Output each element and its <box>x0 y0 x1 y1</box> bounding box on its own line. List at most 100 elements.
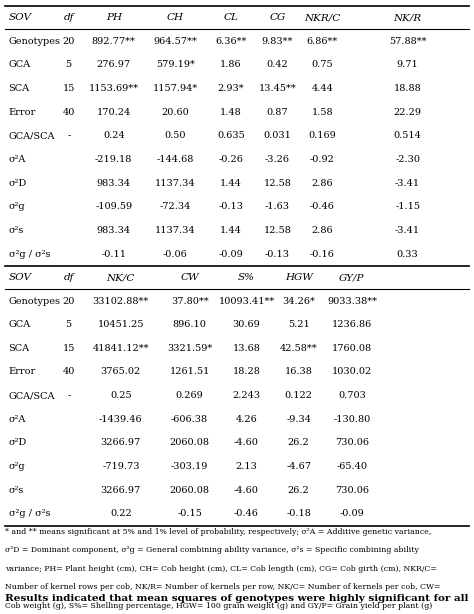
Text: Results indicated that mean squares of genotypes were highly significant for all: Results indicated that mean squares of g… <box>5 594 469 603</box>
Text: 13.45**: 13.45** <box>258 84 296 93</box>
Text: -0.18: -0.18 <box>286 509 311 518</box>
Text: -4.60: -4.60 <box>234 438 259 448</box>
Text: 22.29: 22.29 <box>393 107 422 117</box>
Text: -4.67: -4.67 <box>286 462 311 471</box>
Text: 26.2: 26.2 <box>288 486 310 495</box>
Text: -2.30: -2.30 <box>395 155 420 164</box>
Text: 12.58: 12.58 <box>264 179 291 188</box>
Text: GCA/SCA: GCA/SCA <box>9 391 55 400</box>
Text: Genotypes: Genotypes <box>9 297 61 306</box>
Text: CL: CL <box>224 14 238 22</box>
Text: -0.13: -0.13 <box>219 202 244 211</box>
Text: 1157.94*: 1157.94* <box>153 84 198 93</box>
Text: 579.19*: 579.19* <box>156 60 195 69</box>
Text: CW: CW <box>180 273 199 282</box>
Text: 34.26*: 34.26* <box>282 297 315 306</box>
Text: σ²A: σ²A <box>9 414 26 424</box>
Text: 3266.97: 3266.97 <box>101 438 141 448</box>
Text: -219.18: -219.18 <box>95 155 132 164</box>
Text: 1.86: 1.86 <box>220 60 242 69</box>
Text: σ²D: σ²D <box>9 179 27 188</box>
Text: 1261.51: 1261.51 <box>169 367 210 376</box>
Text: -144.68: -144.68 <box>157 155 194 164</box>
Text: σ²g: σ²g <box>9 202 25 211</box>
Text: 3765.02: 3765.02 <box>101 367 141 376</box>
Text: 0.24: 0.24 <box>103 131 125 141</box>
Text: -3.41: -3.41 <box>395 226 420 235</box>
Text: 10093.41**: 10093.41** <box>219 297 274 306</box>
Text: * and ** means significant at 5% and 1% level of probability, respectively; σ²A : * and ** means significant at 5% and 1% … <box>5 528 431 536</box>
Text: 37.80**: 37.80** <box>171 297 209 306</box>
Text: 2.13: 2.13 <box>236 462 257 471</box>
Text: -0.11: -0.11 <box>101 249 126 258</box>
Text: 983.34: 983.34 <box>97 226 131 235</box>
Text: 6.36**: 6.36** <box>215 37 247 46</box>
Text: -: - <box>67 131 70 141</box>
Text: GCA: GCA <box>9 320 31 329</box>
Text: 0.635: 0.635 <box>217 131 245 141</box>
Text: 1236.86: 1236.86 <box>332 320 372 329</box>
Text: 4.26: 4.26 <box>236 414 257 424</box>
Text: 18.28: 18.28 <box>233 367 260 376</box>
Text: 30.69: 30.69 <box>233 320 260 329</box>
Text: 20: 20 <box>63 37 75 46</box>
Text: GCA/SCA: GCA/SCA <box>9 131 55 141</box>
Text: σ²s: σ²s <box>9 486 24 495</box>
Text: 1.48: 1.48 <box>220 107 242 117</box>
Text: SOV: SOV <box>9 273 32 282</box>
Text: 730.06: 730.06 <box>335 438 369 448</box>
Text: 0.50: 0.50 <box>164 131 186 141</box>
Text: PH: PH <box>106 14 122 22</box>
Text: 40: 40 <box>63 107 75 117</box>
Text: 12.58: 12.58 <box>264 226 291 235</box>
Text: -0.09: -0.09 <box>339 509 365 518</box>
Text: SCA: SCA <box>9 84 30 93</box>
Text: GY/P: GY/P <box>339 273 365 282</box>
Text: Cob weight (g), S%= Shelling percentage, HGW= 100 grain weight (g) and GY/P= Gra: Cob weight (g), S%= Shelling percentage,… <box>5 602 432 610</box>
Text: -9.34: -9.34 <box>286 414 311 424</box>
Text: 170.24: 170.24 <box>97 107 131 117</box>
Text: 42.58**: 42.58** <box>280 344 318 353</box>
Text: 0.031: 0.031 <box>264 131 291 141</box>
Text: Genotypes: Genotypes <box>9 37 61 46</box>
Text: 9.71: 9.71 <box>397 60 419 69</box>
Text: 15: 15 <box>63 84 75 93</box>
Text: 4.44: 4.44 <box>311 84 333 93</box>
Text: 276.97: 276.97 <box>97 60 131 69</box>
Text: 0.22: 0.22 <box>110 509 132 518</box>
Text: 16.38: 16.38 <box>285 367 312 376</box>
Text: 892.77**: 892.77** <box>92 37 136 46</box>
Text: 3266.97: 3266.97 <box>101 486 141 495</box>
Text: df: df <box>64 14 74 22</box>
Text: -: - <box>67 391 70 400</box>
Text: 0.25: 0.25 <box>110 391 132 400</box>
Text: 0.33: 0.33 <box>397 249 419 258</box>
Text: NK/C: NK/C <box>107 273 135 282</box>
Text: 730.06: 730.06 <box>335 486 369 495</box>
Text: NK/R: NK/R <box>393 14 422 22</box>
Text: -303.19: -303.19 <box>171 462 208 471</box>
Text: -0.46: -0.46 <box>310 202 335 211</box>
Text: 41841.12**: 41841.12** <box>92 344 149 353</box>
Text: 0.169: 0.169 <box>309 131 336 141</box>
Text: -130.80: -130.80 <box>333 414 371 424</box>
Text: 1030.02: 1030.02 <box>332 367 372 376</box>
Text: 5.21: 5.21 <box>288 320 310 329</box>
Text: σ²D: σ²D <box>9 438 27 448</box>
Text: 1.44: 1.44 <box>220 179 242 188</box>
Text: SCA: SCA <box>9 344 30 353</box>
Text: 2.86: 2.86 <box>311 179 333 188</box>
Text: Error: Error <box>9 367 36 376</box>
Text: -0.15: -0.15 <box>177 509 202 518</box>
Text: SOV: SOV <box>9 14 32 22</box>
Text: 57.88**: 57.88** <box>389 37 427 46</box>
Text: -1439.46: -1439.46 <box>99 414 143 424</box>
Text: CH: CH <box>167 14 184 22</box>
Text: 3321.59*: 3321.59* <box>167 344 212 353</box>
Text: -0.92: -0.92 <box>310 155 335 164</box>
Text: -0.16: -0.16 <box>310 249 335 258</box>
Text: 1137.34: 1137.34 <box>155 226 196 235</box>
Text: 896.10: 896.10 <box>173 320 207 329</box>
Text: -0.46: -0.46 <box>234 509 259 518</box>
Text: df: df <box>64 273 74 282</box>
